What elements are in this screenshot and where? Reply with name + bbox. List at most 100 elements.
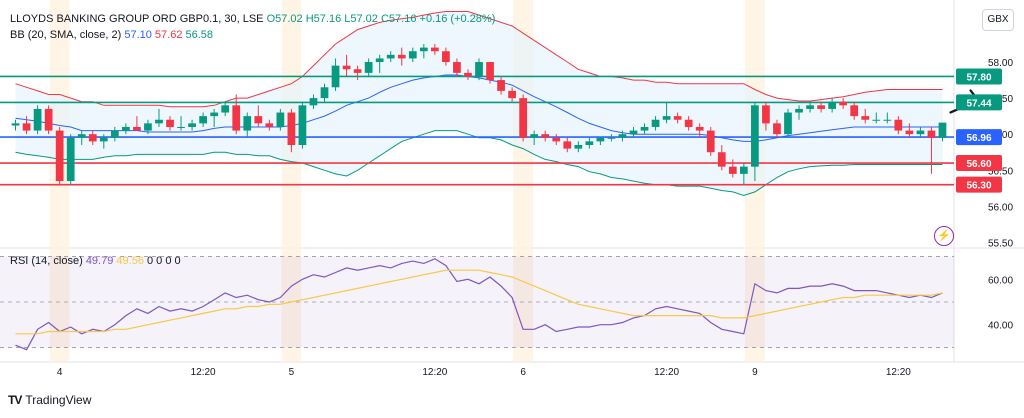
candle-body <box>66 137 75 182</box>
candle-body <box>166 119 174 127</box>
candle-body <box>739 166 748 174</box>
level-label: 56.96 <box>966 133 991 144</box>
candle-body <box>883 119 892 121</box>
candle-body <box>552 137 561 142</box>
level-label-bg <box>956 68 1002 85</box>
candle-body <box>397 54 406 59</box>
candle-body <box>673 116 682 120</box>
candle-body <box>530 134 539 138</box>
candle-body <box>430 47 439 52</box>
candle-body <box>453 62 461 73</box>
currency-button[interactable]: GBX <box>982 9 1014 31</box>
time-tick-label: 12:20 <box>422 367 447 378</box>
candle-body <box>651 119 660 127</box>
price-tick-label: 58.00 <box>988 58 1013 69</box>
candle-body <box>497 80 505 91</box>
candle-body <box>508 90 516 99</box>
level-label-bg <box>956 176 1002 193</box>
bb-lower-value: 56.58 <box>185 29 214 41</box>
candle-body <box>442 51 450 63</box>
brand-name: TradingView <box>25 393 92 407</box>
candle-body <box>927 130 936 138</box>
candle-body <box>861 116 870 120</box>
bb-upper-value: 57.62 <box>154 29 183 41</box>
candle-body <box>243 116 252 131</box>
time-tick-label: 12:20 <box>654 367 679 378</box>
candle-body <box>795 108 803 113</box>
lightning-icon[interactable]: ⚡ <box>934 226 954 246</box>
candle-body <box>629 130 638 135</box>
candle-body <box>938 122 947 138</box>
candle-body <box>695 126 704 131</box>
candle-body <box>298 105 307 145</box>
candle-body <box>276 112 285 127</box>
candle-body <box>850 105 859 117</box>
price-tick-label: 56.50 <box>988 166 1013 177</box>
candle-body <box>77 134 86 138</box>
candle-body <box>265 123 274 127</box>
candle-body <box>607 137 616 139</box>
close-value: C57.16 <box>380 13 417 25</box>
rsi-label[interactable]: RSI (14, close) <box>10 255 83 267</box>
candle-body <box>88 134 97 142</box>
candle-body <box>828 101 836 109</box>
candle-body <box>717 152 726 167</box>
open-value: O57.02 <box>266 13 303 25</box>
time-tick-label: 4 <box>57 367 63 378</box>
candle-body <box>916 130 925 135</box>
level-label: 56.30 <box>966 181 991 192</box>
symbol-label[interactable]: LLOYDS BANKING GROUP ORD GBP0.1, 30, LSE <box>10 13 264 25</box>
candle-body <box>133 126 141 131</box>
candle-body <box>618 134 627 138</box>
candle-body <box>122 126 130 131</box>
ohlc-legend: LLOYDS BANKING GROUP ORD GBP0.1, 30, LSE… <box>10 13 495 25</box>
candle-body <box>408 51 417 59</box>
candle-body <box>22 123 31 131</box>
level-label-bg <box>956 155 1002 172</box>
candle-body <box>596 137 605 142</box>
time-tick-label: 6 <box>520 367 526 378</box>
candle-body <box>221 105 230 113</box>
rsi-line <box>15 258 943 351</box>
candle-body <box>751 105 759 167</box>
price-tick-label: 56.00 <box>988 202 1013 213</box>
footer-brand[interactable]: TV TradingView <box>8 393 91 407</box>
candle-body <box>475 62 483 77</box>
level-label: 56.60 <box>966 159 991 170</box>
candle-body <box>287 112 296 145</box>
candle-body <box>784 112 792 135</box>
level-label-bg <box>956 94 1002 111</box>
tradingview-logo-icon: TV <box>8 393 22 407</box>
time-tick-label: 9 <box>752 367 758 378</box>
candle-body <box>640 126 649 131</box>
candle-body <box>894 119 903 131</box>
candle-body <box>662 116 671 120</box>
level-label: 57.44 <box>966 98 991 109</box>
rsi-value: 49.79 <box>85 255 114 267</box>
candle-body <box>386 54 395 59</box>
candle-body <box>684 119 693 127</box>
level-label: 57.80 <box>966 72 991 83</box>
candle-body <box>342 65 351 70</box>
candle-body <box>817 105 825 109</box>
candle-body <box>806 105 814 109</box>
candle-body <box>210 112 219 117</box>
rsi-ma-line <box>15 269 943 335</box>
bb-label[interactable]: BB (20, SMA, close, 2) <box>10 29 122 41</box>
candle-body <box>320 87 329 99</box>
candle-body <box>33 108 42 131</box>
level-label-bg <box>956 129 1002 146</box>
high-value: H57.16 <box>305 13 342 25</box>
candle-body <box>254 116 263 124</box>
candle-body <box>99 137 108 142</box>
candle-body <box>839 101 848 106</box>
candle-body <box>364 62 373 73</box>
candle-body <box>773 123 781 135</box>
candle-body <box>331 65 340 88</box>
candle-body <box>232 105 241 131</box>
price-tick-label: 55.50 <box>988 238 1013 249</box>
candle-body <box>155 119 163 124</box>
candle-body <box>762 105 770 124</box>
